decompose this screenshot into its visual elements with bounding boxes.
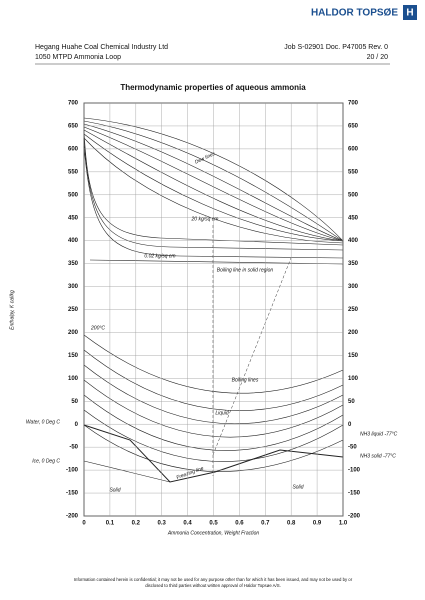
footer: disclosed to third parties without writt…: [145, 583, 281, 588]
y-tick-label: 150: [348, 353, 359, 359]
curve: [83, 145, 344, 259]
y-tick-label: 550: [68, 169, 79, 175]
side-note: Water, 0 Deg C: [26, 419, 60, 425]
y-tick-label: 650: [348, 124, 359, 130]
x-tick-label: 0.9: [313, 521, 322, 527]
side-note: NH3 liquid -77°C: [360, 431, 398, 437]
y-tick-label: 400: [68, 238, 79, 244]
annotation: Solid: [109, 487, 120, 493]
curve: [83, 129, 344, 246]
y-tick-label: -150: [348, 491, 361, 497]
logo-mark: H: [406, 8, 413, 19]
annotation: Liquid: [215, 410, 229, 416]
curve: [83, 137, 344, 244]
x-tick-label: 0.6: [235, 521, 244, 527]
curve: [83, 364, 344, 425]
footer: Information contained herein is confiden…: [74, 577, 353, 582]
y-tick-label: 700: [348, 101, 359, 107]
x-tick-label: 0.7: [261, 521, 270, 527]
annotation: 20 kg/sq cm: [191, 216, 219, 222]
annotation: 200°C: [90, 325, 105, 331]
client: Hegang Huahe Coal Chemical Industry Ltd: [35, 44, 168, 51]
side-note: Ice, 0 Deg C: [32, 458, 60, 464]
curve: [83, 126, 344, 242]
x-tick-label: 0.2: [132, 521, 141, 527]
y-tick-label: 200: [348, 330, 359, 336]
annotation: Boiling lines: [232, 377, 259, 383]
y-tick-label: 150: [68, 353, 79, 359]
x-tick-label: 0.5: [209, 521, 218, 527]
page-number: 20 / 20: [367, 54, 389, 61]
y-tick-label: -150: [66, 491, 79, 497]
y-tick-label: 200: [68, 330, 79, 336]
figure: [83, 102, 344, 517]
y-tick-label: -100: [66, 468, 79, 474]
annotation: Boiling line in solid region: [217, 267, 274, 273]
curve: [83, 120, 344, 242]
annotation: 0.02 kg/sq cm: [144, 253, 175, 259]
y-tick-label: 0: [348, 422, 352, 428]
curve: [83, 424, 344, 472]
y-tick-label: 300: [348, 284, 359, 290]
y-tick-label: 450: [348, 215, 359, 221]
y-axis-label: Enthalpy, K cal/kg: [9, 290, 15, 330]
dew-lines: [83, 117, 344, 265]
y-tick-label: 400: [348, 238, 359, 244]
y-tick-label: 450: [68, 215, 79, 221]
x-tick-label: 0.3: [158, 521, 167, 527]
freezing-line: [83, 424, 344, 483]
x-tick-label: 0.8: [287, 521, 296, 527]
y-tick-label: -50: [348, 445, 357, 451]
x-tick-label: 0.1: [106, 521, 115, 527]
y-tick-label: -50: [69, 445, 78, 451]
y-tick-label: 100: [348, 376, 359, 382]
y-tick-label: 250: [68, 307, 79, 313]
curve: [83, 409, 344, 462]
y-tick-label: 600: [348, 146, 359, 152]
y-tick-label: 500: [68, 192, 79, 198]
x-tick-label: 0.4: [183, 521, 192, 527]
curve: [83, 133, 344, 242]
y-tick-label: 500: [348, 192, 359, 198]
y-tick-label: 100: [68, 376, 79, 382]
curve: [83, 379, 344, 438]
curve: [83, 137, 344, 251]
dashed-line: [212, 257, 292, 456]
project: 1050 MTPD Ammonia Loop: [35, 54, 121, 61]
annotation: Dew lines: [194, 151, 217, 166]
y-tick-label: -200: [66, 514, 79, 520]
x-tick-label: 1.0: [339, 521, 348, 527]
doc-ref: Job S-02901 Doc. P47005 Rev. 0: [284, 44, 388, 51]
y-tick-label: -100: [348, 468, 361, 474]
y-tick-label: 700: [68, 101, 79, 107]
curve: [83, 394, 344, 451]
y-tick-label: 300: [68, 284, 79, 290]
y-tick-label: 600: [68, 146, 79, 152]
y-tick-label: 50: [348, 399, 355, 405]
annotation: Solid: [292, 484, 303, 490]
boiling-lines: [83, 334, 344, 483]
y-tick-label: 350: [348, 261, 359, 267]
curve: [89, 259, 344, 265]
x-axis-label: Ammonia Concentration, Weight Fraction: [167, 530, 260, 536]
curve: [83, 117, 344, 242]
curve: [83, 129, 344, 242]
y-tick-label: 550: [348, 169, 359, 175]
curve: [83, 349, 344, 411]
curve: [83, 460, 171, 483]
logo: HALDOR TOPSØE: [311, 8, 398, 19]
y-tick-label: 350: [68, 261, 79, 267]
title: Thermodynamic properties of aqueous ammo…: [120, 83, 306, 92]
y-tick-label: 0: [75, 422, 79, 428]
y-tick-label: 250: [348, 307, 359, 313]
side-note: NH3 solid -77°C: [360, 453, 396, 459]
x-tick-label: 0: [82, 521, 86, 527]
y-tick-label: 50: [71, 399, 78, 405]
y-tick-label: -200: [348, 514, 361, 520]
y-tick-label: 650: [68, 124, 79, 130]
curve: [83, 334, 344, 394]
logo-icon: [403, 5, 417, 20]
